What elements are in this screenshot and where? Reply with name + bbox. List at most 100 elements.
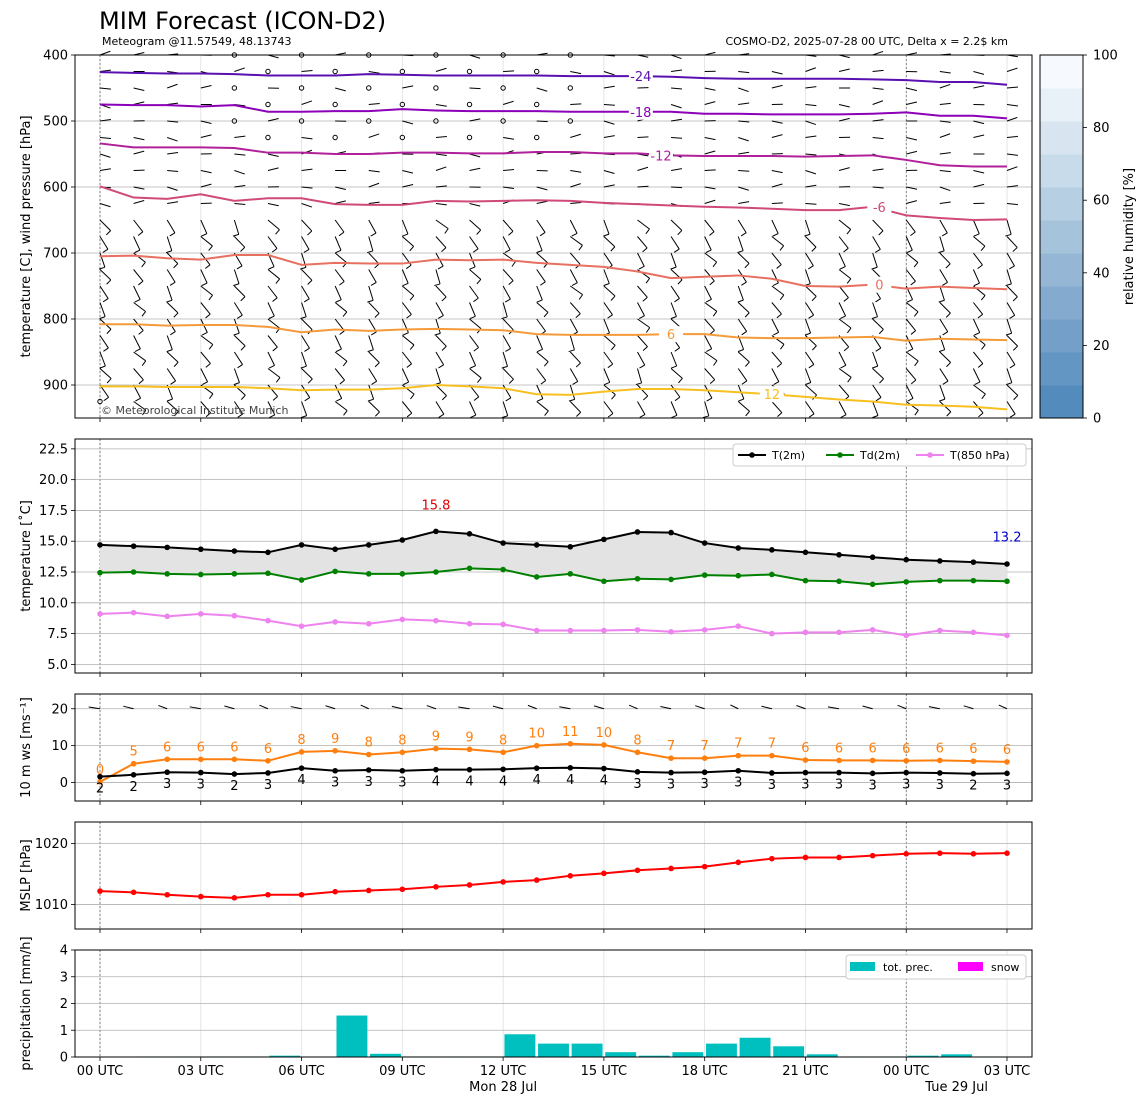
wind-barb-flag <box>269 316 274 319</box>
series-point <box>299 542 305 548</box>
isotherm-label: 12 <box>764 388 781 403</box>
wind-barb <box>671 105 681 108</box>
wind-barb-flag <box>276 378 280 383</box>
wind-barb-flag <box>812 296 816 300</box>
wind-barb-flag <box>276 230 280 235</box>
wind-barb <box>134 369 144 380</box>
y-tick-label: 10 <box>51 739 68 754</box>
wind-barb-flag <box>300 267 306 269</box>
calm-wind-circle <box>535 135 539 139</box>
wind-barb <box>201 184 212 187</box>
wind-barb <box>100 138 111 139</box>
wind-barb <box>637 286 647 297</box>
wind-barb-flag <box>435 333 441 335</box>
wind-barb <box>470 88 481 89</box>
wind-barb <box>302 352 307 366</box>
wind-barb <box>369 104 380 105</box>
wind-barb-flag <box>438 266 443 269</box>
wind-barb <box>873 385 881 397</box>
wind-barb <box>402 270 408 284</box>
series-point <box>971 630 977 636</box>
wind-barb-flag <box>544 362 548 367</box>
wind-barb-flag <box>608 364 613 368</box>
day-label: Tue 29 Jul <box>924 1080 988 1095</box>
series-point <box>500 749 506 755</box>
series-point <box>198 572 204 578</box>
wind-barb-flag <box>336 398 341 401</box>
time-tick-label: 18 UTC <box>681 1064 727 1079</box>
wind-barb-flag <box>640 365 645 368</box>
gust-label: 7 <box>667 739 675 754</box>
calm-wind-circle <box>568 86 572 90</box>
wind-barb-flag <box>911 281 916 285</box>
wind-barb <box>705 270 715 281</box>
wind-barb-flag <box>742 381 747 384</box>
wind-barb-flag <box>202 332 207 335</box>
series-point <box>903 579 909 585</box>
series-point <box>836 770 842 776</box>
wind-barb <box>234 352 242 365</box>
series-point <box>299 892 305 898</box>
wind-barb <box>268 154 279 156</box>
wind-barb-flag <box>170 233 175 236</box>
wind-barb-flag <box>209 345 213 350</box>
wind-barb <box>503 336 511 349</box>
wind-barb <box>940 103 951 104</box>
wind-barb <box>906 253 918 262</box>
wind-barb <box>738 138 748 141</box>
wind-barb-flag <box>537 399 542 401</box>
series-point <box>534 542 540 548</box>
wind-barb <box>369 171 380 172</box>
wind-barb <box>503 385 511 398</box>
calm-wind-circle <box>333 102 337 106</box>
series-point <box>400 749 406 755</box>
wind-barb <box>100 286 108 299</box>
wind-barb-flag <box>343 361 347 366</box>
wind-barb-flag <box>501 317 507 319</box>
wind-barb-flag <box>138 232 143 236</box>
time-tick-label: 15 UTC <box>581 1064 627 1079</box>
wind-barb-flag <box>134 250 139 253</box>
wind-barb <box>772 319 779 332</box>
wind-barb-flag <box>872 267 878 269</box>
wind-barb <box>604 286 615 296</box>
wind-barb-flag <box>508 231 513 235</box>
wind-barb-flag <box>407 413 412 417</box>
wind-barb <box>570 369 578 382</box>
wind-barb <box>369 220 376 233</box>
wind-barb-flag <box>946 264 950 268</box>
series-point <box>366 888 372 894</box>
wind-barb-flag <box>982 345 986 350</box>
wind-barb-flag <box>233 234 239 236</box>
wind-barb <box>671 369 682 379</box>
gust-label: 10 <box>528 727 545 742</box>
wind-barb <box>134 303 146 312</box>
precip-bar <box>706 1044 737 1057</box>
wind-barb-flag <box>174 362 178 366</box>
wind-barb-flag <box>272 298 277 302</box>
wind-barb <box>604 253 612 265</box>
wind-barb-flag <box>269 267 274 269</box>
wind-barb-flag <box>103 299 108 302</box>
wind-barb <box>503 319 513 330</box>
wind-barb-flag <box>474 397 479 401</box>
series-point <box>937 578 943 584</box>
wind-barb <box>134 237 140 251</box>
mean-wind-label: 2 <box>129 780 137 795</box>
series-point <box>1004 771 1010 777</box>
wind-barb <box>470 168 481 170</box>
gust-label: 7 <box>768 737 776 752</box>
wind-barb-flag <box>103 249 108 252</box>
wind-barb-flag <box>848 377 852 382</box>
series-point <box>232 771 238 777</box>
wind-barb-flag <box>741 282 746 285</box>
wind-barb-flag <box>473 249 478 252</box>
wind-barb <box>100 88 111 89</box>
time-tick-label: 21 UTC <box>782 1064 828 1079</box>
y-tick-label: 0 <box>60 776 68 791</box>
series-point <box>601 871 607 877</box>
series-point <box>903 633 909 639</box>
legend-label: T(850 hPa) <box>949 449 1010 462</box>
wind-barb-flag <box>206 314 211 318</box>
